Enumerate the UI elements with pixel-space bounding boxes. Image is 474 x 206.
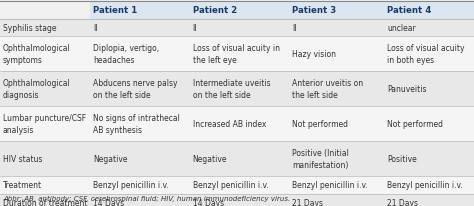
Bar xyxy=(90,72,190,107)
Text: 21 Days: 21 Days xyxy=(292,198,323,206)
Bar xyxy=(90,176,190,194)
Text: Benzyl penicillin i.v.: Benzyl penicillin i.v. xyxy=(93,180,169,189)
Text: Intermediate uveitis
on the left side: Intermediate uveitis on the left side xyxy=(192,79,270,99)
Bar xyxy=(0,194,90,206)
Bar xyxy=(384,141,474,176)
Text: Benzyl penicillin i.v.: Benzyl penicillin i.v. xyxy=(292,180,368,189)
Text: unclear: unclear xyxy=(387,24,416,33)
Text: 21 Days: 21 Days xyxy=(387,198,418,206)
Text: 14 Days: 14 Days xyxy=(93,198,124,206)
Text: Anterior uveitis on
the left side: Anterior uveitis on the left side xyxy=(292,79,363,99)
Text: Treatment: Treatment xyxy=(3,180,42,189)
Bar xyxy=(190,141,289,176)
Bar xyxy=(90,194,190,206)
Text: Not performed: Not performed xyxy=(292,119,348,128)
Bar xyxy=(190,72,289,107)
Bar xyxy=(289,107,384,141)
Text: 14 Days: 14 Days xyxy=(192,198,224,206)
Bar xyxy=(90,107,190,141)
Text: Duration of treatment: Duration of treatment xyxy=(3,198,88,206)
Text: Negative: Negative xyxy=(93,154,128,163)
Text: Patient 3: Patient 3 xyxy=(292,6,337,15)
Bar xyxy=(289,2,384,19)
Text: No signs of intrathecal
AB synthesis: No signs of intrathecal AB synthesis xyxy=(93,114,180,134)
Text: Positive (Initial
manifestation): Positive (Initial manifestation) xyxy=(292,149,349,169)
Bar xyxy=(0,19,90,37)
Bar xyxy=(90,2,190,19)
Text: Ophthalmological
symptoms: Ophthalmological symptoms xyxy=(3,44,71,64)
Bar xyxy=(90,37,190,72)
Text: Benzyl penicillin i.v.: Benzyl penicillin i.v. xyxy=(192,180,268,189)
Text: Positive: Positive xyxy=(387,154,417,163)
Text: Benzyl penicillin i.v.: Benzyl penicillin i.v. xyxy=(387,180,463,189)
Bar xyxy=(190,107,289,141)
Text: Not performed: Not performed xyxy=(387,119,443,128)
Bar xyxy=(384,176,474,194)
Bar xyxy=(90,141,190,176)
Bar xyxy=(289,37,384,72)
Bar xyxy=(0,176,90,194)
Text: Patient 2: Patient 2 xyxy=(192,6,237,15)
Bar xyxy=(190,19,289,37)
Bar xyxy=(0,2,90,19)
Bar xyxy=(190,2,289,19)
Text: Loss of visual acuity
in both eyes: Loss of visual acuity in both eyes xyxy=(387,44,465,64)
Text: Abducens nerve palsy
on the left side: Abducens nerve palsy on the left side xyxy=(93,79,178,99)
Text: II: II xyxy=(292,24,297,33)
Text: Abbr: AB, antibody; CSF, cerebrospinal fluid; HIV, human immunodeficiency virus.: Abbr: AB, antibody; CSF, cerebrospinal f… xyxy=(3,195,290,201)
Text: Lumbar puncture/CSF
analysis: Lumbar puncture/CSF analysis xyxy=(3,114,86,134)
Bar xyxy=(384,2,474,19)
Bar xyxy=(0,72,90,107)
Text: Negative: Negative xyxy=(192,154,227,163)
Bar xyxy=(289,72,384,107)
Text: Loss of visual acuity in
the left eye: Loss of visual acuity in the left eye xyxy=(192,44,280,64)
Text: Ophthalmological
diagnosis: Ophthalmological diagnosis xyxy=(3,79,71,99)
Bar xyxy=(289,176,384,194)
Bar xyxy=(190,194,289,206)
Text: Syphilis stage: Syphilis stage xyxy=(3,24,56,33)
Text: II: II xyxy=(192,24,197,33)
Text: Patient 1: Patient 1 xyxy=(93,6,137,15)
Bar xyxy=(289,194,384,206)
Text: Patient 4: Patient 4 xyxy=(387,6,431,15)
Text: Increased AB index: Increased AB index xyxy=(192,119,266,128)
Text: Diplopia, vertigo,
headaches: Diplopia, vertigo, headaches xyxy=(93,44,159,64)
Bar xyxy=(384,37,474,72)
Bar xyxy=(190,176,289,194)
Bar xyxy=(0,107,90,141)
Bar xyxy=(190,37,289,72)
Bar xyxy=(289,141,384,176)
Bar xyxy=(384,107,474,141)
Bar xyxy=(0,37,90,72)
Bar xyxy=(90,19,190,37)
Text: Hazy vision: Hazy vision xyxy=(292,50,336,59)
Bar xyxy=(384,19,474,37)
Text: HIV status: HIV status xyxy=(3,154,43,163)
Bar xyxy=(289,19,384,37)
Bar xyxy=(384,194,474,206)
Bar xyxy=(384,72,474,107)
Text: II: II xyxy=(93,24,98,33)
Text: Panuveitis: Panuveitis xyxy=(387,85,427,94)
Bar xyxy=(0,141,90,176)
